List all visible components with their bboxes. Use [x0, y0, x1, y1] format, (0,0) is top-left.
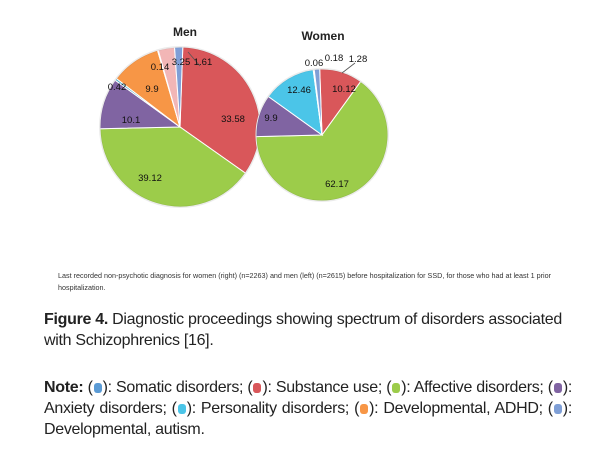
women-slice-label-2: 9.9: [264, 113, 277, 124]
women-leader-line: [341, 62, 356, 74]
note-item-text: ): Substance use;: [262, 379, 382, 396]
men-slice-label-0: 33.58: [221, 114, 245, 125]
women-slice-6: [313, 68, 323, 136]
men-pie-title: Men: [173, 25, 197, 39]
source-note: Last recorded non-psychotic diagnosis fo…: [58, 271, 552, 292]
legend-swatch-icon: [392, 383, 401, 393]
women-pie: [255, 68, 389, 202]
legend-swatch-icon: [253, 383, 262, 393]
legend-swatch-icon: [93, 383, 102, 393]
note-item: (): Substance use;: [243, 379, 382, 396]
women-slice-label-5: 0.18: [325, 53, 344, 64]
women-slice-label-1: 62.17: [325, 179, 349, 190]
note-item-text: ): Somatic disorders;: [102, 379, 244, 396]
men-slice-1: [99, 126, 247, 208]
women-slice-label-3: 12.46: [287, 85, 311, 96]
note-item-text: ): Personality disorders;: [186, 400, 350, 417]
note-item: (): Personality disorders;: [166, 400, 350, 417]
note-item: (): Developmental, ADHD;: [349, 400, 543, 417]
note-item-text: ): Anxiety disorders;: [44, 379, 572, 417]
men-slice-0: [179, 46, 261, 174]
men-slice-7: [174, 46, 184, 128]
note-item: (): Somatic disorders;: [87, 379, 244, 396]
legend-swatch-icon: [360, 404, 369, 414]
men-slice-label-7: 1.61: [194, 57, 213, 68]
men-slice-label-1: 39.12: [138, 173, 162, 184]
women-pie-title: Women: [301, 29, 344, 43]
men-slice-label-3: 0.42: [108, 82, 127, 93]
legend-note: Note: (): Somatic disorders; (): Substan…: [44, 377, 572, 440]
caption-label: Figure 4.: [44, 311, 108, 328]
note-label: Note:: [44, 379, 84, 396]
women-slice-label-4: 0.06: [305, 58, 324, 69]
men-leader-line: [187, 51, 201, 67]
women-pie-outline: [255, 68, 389, 202]
figure-caption: Figure 4. Diagnostic proceedings showing…: [44, 309, 572, 351]
legend-swatch-icon: [553, 404, 562, 414]
note-item: (): Developmental, autism.: [44, 400, 572, 438]
men-slice-label-4: 9.9: [145, 84, 158, 95]
note-item: (): Affective disorders;: [381, 379, 544, 396]
men-pie: [99, 46, 261, 208]
note-item: (): Anxiety disorders;: [44, 379, 572, 417]
legend-swatch-icon: [177, 404, 186, 414]
note-item-text: ): Developmental, ADHD;: [369, 400, 543, 417]
women-slice-label-6: 1.28: [349, 54, 368, 65]
note-item-text: ): Developmental, autism.: [44, 400, 572, 438]
men-slice-label-5: 0.14: [151, 62, 170, 73]
men-slice-label-6: 3.25: [172, 57, 191, 68]
note-items: (): Somatic disorders; (): Substance use…: [44, 379, 572, 438]
women-slice-label-0: 10.12: [332, 84, 356, 95]
legend-swatch-icon: [553, 383, 562, 393]
note-item-text: ): Affective disorders;: [401, 379, 544, 396]
men-slice-label-2: 10.1: [122, 115, 141, 126]
caption-text: Diagnostic proceedings showing spectrum …: [44, 311, 562, 349]
slice-labels: 33.58 39.12 10.1 0.42 9.9 0.14 3.25 1.61 10.12 62…: [108, 51, 368, 190]
women-slice-1: [255, 80, 389, 202]
